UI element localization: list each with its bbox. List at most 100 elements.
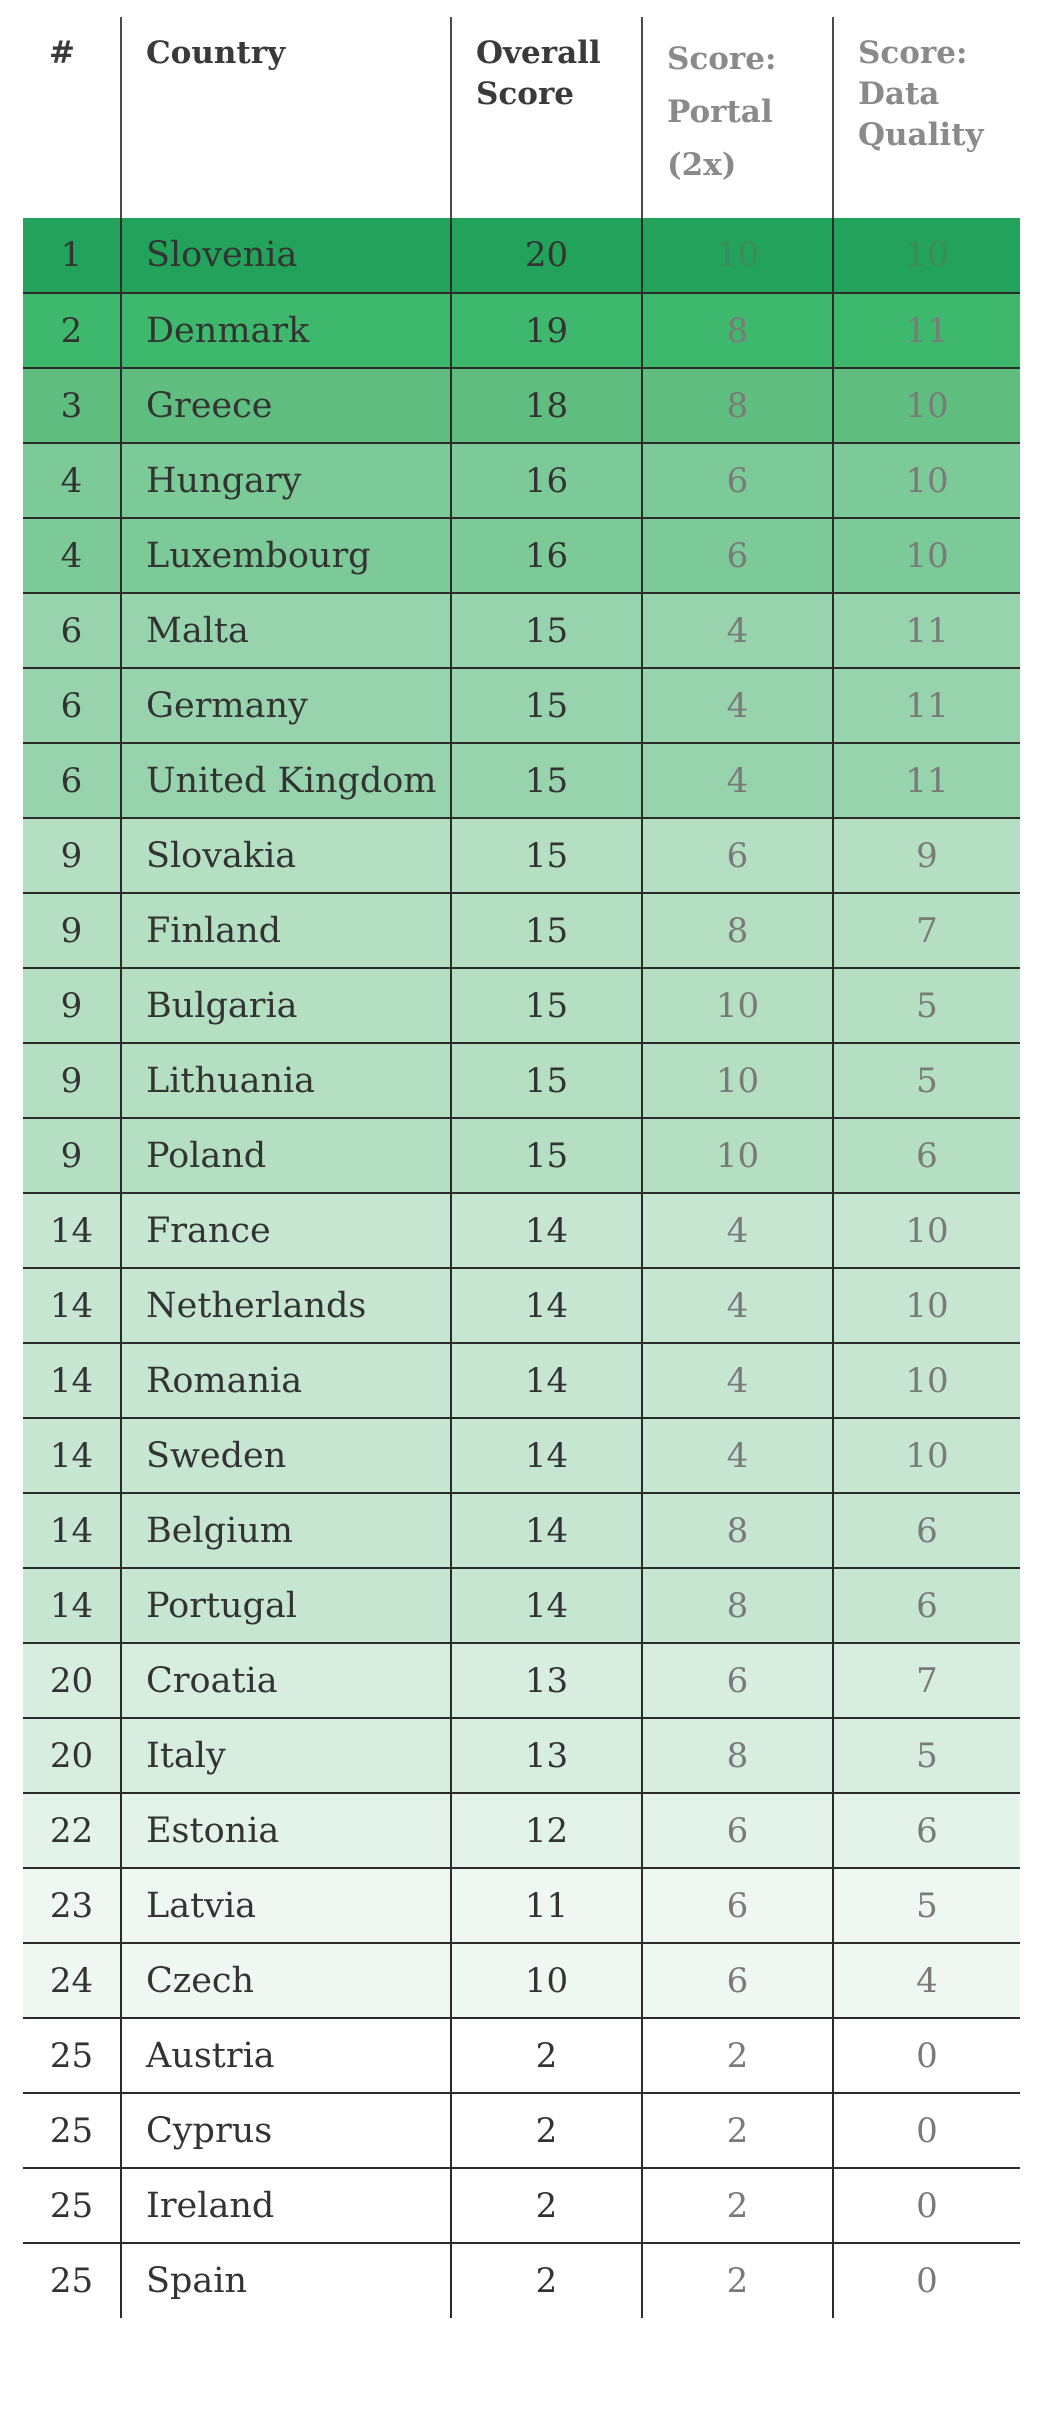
header-country: Country	[120, 17, 451, 218]
data-quality-score-cell: 6	[832, 1567, 1020, 1643]
rank-cell: 23	[23, 1867, 121, 1943]
rank-cell: 14	[23, 1192, 121, 1268]
table-row: 9 Lithuania 15 10 5	[23, 1042, 1020, 1118]
country-cell: Lithuania	[120, 1042, 451, 1118]
portal-score-cell: 6	[641, 1867, 833, 1943]
table-row: 14 Netherlands 14 4 10	[23, 1267, 1020, 1343]
data-quality-score-cell: 7	[832, 892, 1020, 968]
country-cell: Poland	[120, 1117, 451, 1193]
table-row: 20 Italy 13 8 5	[23, 1717, 1020, 1793]
data-quality-score-cell: 10	[832, 1342, 1020, 1418]
rank-cell: 9	[23, 817, 121, 893]
table-row: 6 United Kingdom 15 4 11	[23, 742, 1020, 818]
header-overall-score: Overall Score	[450, 17, 642, 218]
rank-cell: 9	[23, 967, 121, 1043]
header-quality-line1: Score:	[858, 35, 968, 71]
data-quality-score-cell: 0	[832, 2167, 1020, 2243]
data-quality-score-cell: 0	[832, 2017, 1020, 2093]
portal-score-cell: 6	[641, 442, 833, 518]
overall-score-cell: 13	[450, 1717, 642, 1793]
overall-score-cell: 15	[450, 817, 642, 893]
table-row: 4 Luxembourg 16 6 10	[23, 517, 1020, 593]
overall-score-cell: 10	[450, 1942, 642, 2018]
overall-score-cell: 11	[450, 1867, 642, 1943]
country-cell: United Kingdom	[120, 742, 451, 818]
portal-score-cell: 4	[641, 592, 833, 668]
data-quality-score-cell: 11	[832, 742, 1020, 818]
portal-score-cell: 4	[641, 1192, 833, 1268]
portal-score-cell: 6	[641, 1792, 833, 1868]
country-cell: Ireland	[120, 2167, 451, 2243]
rank-cell: 25	[23, 2092, 121, 2168]
table-row: 6 Germany 15 4 11	[23, 667, 1020, 743]
overall-score-cell: 20	[450, 218, 642, 293]
table-row: 9 Slovakia 15 6 9	[23, 817, 1020, 893]
table-row: 22 Estonia 12 6 6	[23, 1792, 1020, 1868]
rank-cell: 9	[23, 1117, 121, 1193]
data-quality-score-cell: 10	[832, 1267, 1020, 1343]
overall-score-cell: 16	[450, 517, 642, 593]
table-body: 1 Slovenia 20 10 10 2 Denmark 19 8 11 3 Greece 18 8 10…	[23, 218, 1020, 2318]
portal-score-cell: 10	[641, 1042, 833, 1118]
overall-score-cell: 15	[450, 1042, 642, 1118]
table-header-row: # Country Overall Score Score: Portal (2…	[23, 17, 1020, 218]
overall-score-cell: 14	[450, 1417, 642, 1493]
rank-cell: 22	[23, 1792, 121, 1868]
header-portal-line3: (2x)	[667, 147, 737, 183]
data-quality-score-cell: 10	[832, 517, 1020, 593]
rank-cell: 14	[23, 1417, 121, 1493]
overall-score-cell: 18	[450, 367, 642, 443]
country-cell: Portugal	[120, 1567, 451, 1643]
portal-score-cell: 4	[641, 742, 833, 818]
header-country-label: Country	[146, 35, 286, 71]
overall-score-cell: 14	[450, 1267, 642, 1343]
overall-score-cell: 2	[450, 2242, 642, 2318]
data-quality-score-cell: 10	[832, 1192, 1020, 1268]
portal-score-cell: 2	[641, 2017, 833, 2093]
rank-cell: 6	[23, 742, 121, 818]
country-cell: Belgium	[120, 1492, 451, 1568]
ranking-table: # Country Overall Score Score: Portal (2…	[23, 17, 1020, 2318]
rank-cell: 14	[23, 1342, 121, 1418]
overall-score-cell: 15	[450, 967, 642, 1043]
header-quality-line3: Quality	[858, 117, 984, 153]
data-quality-score-cell: 7	[832, 1642, 1020, 1718]
ranking-table-container: # Country Overall Score Score: Portal (2…	[23, 17, 1020, 2318]
data-quality-score-cell: 9	[832, 817, 1020, 893]
data-quality-score-cell: 0	[832, 2242, 1020, 2318]
overall-score-cell: 14	[450, 1567, 642, 1643]
table-row: 25 Cyprus 2 2 0	[23, 2092, 1020, 2168]
portal-score-cell: 6	[641, 517, 833, 593]
overall-score-cell: 15	[450, 592, 642, 668]
header-data-quality-score: Score: Data Quality	[832, 17, 1020, 218]
portal-score-cell: 8	[641, 1717, 833, 1793]
header-rank-label: #	[49, 35, 75, 71]
overall-score-cell: 2	[450, 2167, 642, 2243]
overall-score-cell: 15	[450, 1117, 642, 1193]
table-row: 23 Latvia 11 6 5	[23, 1867, 1020, 1943]
rank-cell: 20	[23, 1642, 121, 1718]
country-cell: Estonia	[120, 1792, 451, 1868]
country-cell: Bulgaria	[120, 967, 451, 1043]
header-rank: #	[23, 17, 121, 218]
country-cell: Czech	[120, 1942, 451, 2018]
rank-cell: 14	[23, 1267, 121, 1343]
header-quality-line2: Data	[858, 76, 940, 112]
data-quality-score-cell: 5	[832, 1867, 1020, 1943]
country-cell: Finland	[120, 892, 451, 968]
header-overall-line2: Score	[476, 76, 574, 112]
country-cell: Austria	[120, 2017, 451, 2093]
table-row: 4 Hungary 16 6 10	[23, 442, 1020, 518]
table-row: 25 Ireland 2 2 0	[23, 2167, 1020, 2243]
overall-score-cell: 13	[450, 1642, 642, 1718]
data-quality-score-cell: 11	[832, 667, 1020, 743]
table-row: 14 France 14 4 10	[23, 1192, 1020, 1268]
country-cell: Latvia	[120, 1867, 451, 1943]
portal-score-cell: 10	[641, 967, 833, 1043]
rank-cell: 9	[23, 892, 121, 968]
table-row: 25 Spain 2 2 0	[23, 2242, 1020, 2318]
data-quality-score-cell: 0	[832, 2092, 1020, 2168]
table-row: 14 Sweden 14 4 10	[23, 1417, 1020, 1493]
data-quality-score-cell: 10	[832, 367, 1020, 443]
country-cell: Luxembourg	[120, 517, 451, 593]
